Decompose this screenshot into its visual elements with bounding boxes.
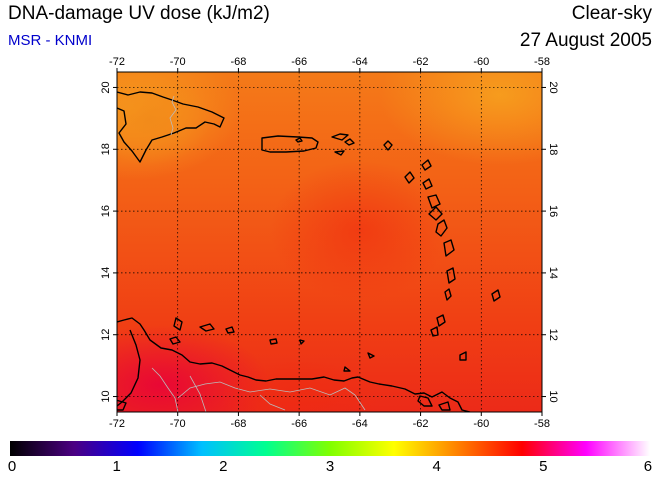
colorbar-label: 2	[219, 458, 228, 475]
coastlines	[117, 91, 501, 412]
lat-label-left: 20	[100, 81, 112, 93]
national-borders	[151, 95, 366, 412]
colorbar-label: 4	[432, 458, 441, 475]
map-title: DNA-damage UV dose (kJ/m2)	[8, 3, 270, 24]
longitude-labels: -72 -72 -70 -70 -68 -68 -66 -66 -64 -64 -62 -62 -60 -…	[109, 56, 550, 430]
lon-label-top: -70	[170, 56, 186, 68]
lat-label-left: 18	[100, 143, 112, 155]
colorbar-label: 5	[539, 458, 548, 475]
lon-label-top: -62	[413, 56, 429, 68]
latitude-labels: 20 20 18 18 16 16 14 14 12 12 10 10	[100, 81, 559, 402]
lon-label-top: -68	[230, 56, 246, 68]
lon-label-bottom: -58	[534, 418, 550, 430]
lon-label-top: -66	[291, 56, 307, 68]
date-label: 27 August 2005	[519, 30, 652, 51]
colorbar-label: 0	[7, 458, 17, 475]
lon-label-bottom: -62	[413, 418, 429, 430]
sky-condition-label: Clear-sky	[571, 3, 652, 24]
virgin-islands-coast	[331, 133, 349, 156]
lon-label-bottom: -68	[230, 418, 246, 430]
map-frame	[116, 71, 543, 413]
lon-label-top: -60	[473, 56, 489, 68]
uv-field	[117, 72, 542, 412]
credit-label: MSR - KNMI	[8, 32, 93, 49]
colorbar-label: 1	[112, 458, 121, 475]
lon-label-bottom: -66	[291, 418, 307, 430]
lat-lon-grid	[116, 72, 543, 412]
caribbean-islands-south	[117, 317, 451, 411]
lon-label-top: -72	[109, 56, 125, 68]
lon-label-bottom: -60	[473, 418, 489, 430]
uv-dose-map: -72 -72 -70 -70 -68 -68 -66 -66 -64 -64 -62 -62 -60 -…	[100, 56, 559, 430]
lat-label-right: 10	[547, 390, 559, 402]
colorbar-label: 6	[643, 458, 653, 475]
lon-label-bottom: -72	[109, 418, 125, 430]
hispaniola-coast	[117, 91, 225, 163]
lat-label-left: 14	[100, 267, 112, 279]
lon-label-top: -58	[534, 56, 550, 68]
lat-label-left: 12	[100, 329, 112, 341]
lon-label-bottom: -70	[170, 418, 186, 430]
lat-label-right: 14	[547, 267, 559, 279]
lat-label-left: 10	[100, 390, 112, 402]
lat-label-right: 18	[547, 143, 559, 155]
colorbar-label: 3	[325, 458, 335, 475]
lat-label-right: 20	[547, 81, 559, 93]
lat-label-right: 16	[547, 205, 559, 217]
lat-label-right: 12	[547, 329, 559, 341]
lon-label-top: -64	[352, 56, 368, 68]
lat-label-left: 16	[100, 205, 112, 217]
lon-label-bottom: -64	[352, 418, 368, 430]
frame-ticks	[113, 68, 546, 416]
puerto-rico-coast	[261, 135, 319, 153]
uv-colorbar	[10, 441, 650, 456]
leeward-islands-coast	[295, 137, 501, 361]
